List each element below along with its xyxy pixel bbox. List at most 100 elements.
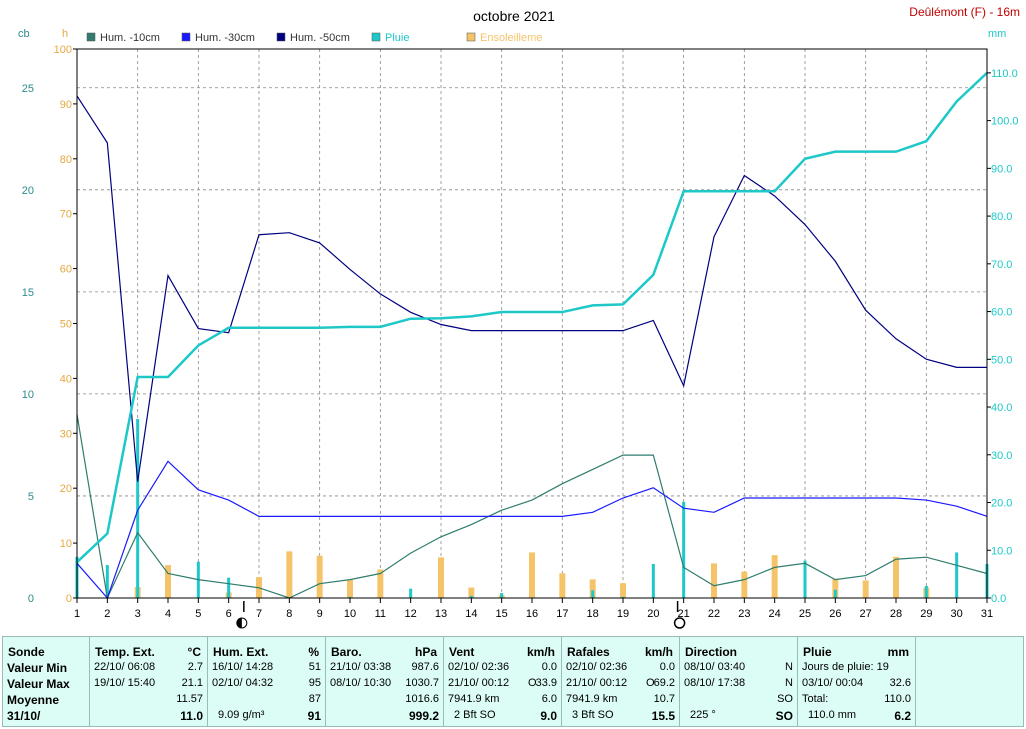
vent-mean: 6.0 — [541, 693, 557, 705]
pluie-unit: mm — [887, 645, 909, 659]
legend-label: Hum. -30cm — [195, 32, 255, 44]
sunshine-bar — [165, 565, 171, 598]
x-tick-label: 29 — [920, 608, 932, 620]
stats-panel: Sonde Valeur Min Valeur Max Moyenne 31/1… — [2, 636, 1024, 727]
rafales-max-dir: O — [646, 677, 655, 689]
pluie-total-label: Total: — [802, 693, 829, 705]
unit-cb: cb — [18, 28, 30, 40]
hum-mean: 87 — [308, 693, 321, 705]
y-h-tick-label: 90 — [60, 99, 72, 111]
vent-max-dir: O — [528, 677, 537, 689]
series-line-hum-10cm — [76, 414, 988, 601]
direction-mean: SO — [777, 693, 793, 705]
vent-column: Vent km/h 02/10/ 02:36 0.0 21/10/ 00:12 O 3… — [444, 637, 562, 726]
hum-current: 91 — [307, 709, 321, 723]
rafales-distance: 7941.9 km — [566, 693, 618, 705]
baro-column: Baro. hPa 21/10/ 03:38 987.6 08/10/ 10:30… — [326, 637, 444, 726]
x-tick-label: 7 — [256, 608, 262, 620]
y-cb-tick-label: 15 — [22, 287, 34, 299]
y-mm-tick-label: 0.0 — [991, 593, 1006, 605]
y-mm-tick-label: 30.0 — [991, 450, 1012, 462]
unit-h: h — [62, 28, 68, 40]
temp-current: 11.0 — [180, 709, 203, 723]
rain-bar — [955, 552, 959, 598]
x-tick-label: 2 — [104, 608, 110, 620]
rain-bar — [591, 590, 595, 598]
hum-min: 51 — [308, 661, 321, 673]
y-cb-tick-label: 10 — [22, 389, 34, 401]
rain-bar — [409, 588, 413, 598]
temp-max-date: 19/10/ 15:40 — [94, 677, 156, 689]
direction-degrees: 225 ° — [690, 709, 716, 721]
y-mm-tick-label: 50.0 — [991, 354, 1012, 366]
direction-column: Direction 08/10/ 03:40 N 08/10/ 17:38 N SO… — [680, 637, 798, 726]
y-h-tick-label: 20 — [60, 483, 72, 495]
rafales-mean: 10.7 — [653, 693, 675, 705]
sunshine-bar — [620, 583, 626, 598]
x-tick-label: 23 — [738, 608, 750, 620]
sunshine-bar — [893, 556, 899, 598]
row-label-min: Valeur Min — [7, 661, 68, 675]
vent-beaufort: 2 Bft SO — [454, 709, 496, 721]
sunshine-bar — [832, 578, 839, 598]
hum-min-date: 16/10/ 14:28 — [212, 661, 274, 673]
legend-label: Hum. -50cm — [290, 32, 350, 44]
hum-column: Hum. Ext. % 16/10/ 14:28 51 02/10/ 04:32 9… — [208, 637, 326, 726]
pluie-current: 6.2 — [894, 709, 911, 723]
x-tick-label: 9 — [317, 608, 323, 620]
vent-unit: km/h — [526, 645, 555, 659]
sunshine-bar — [286, 551, 293, 598]
temp-mean: 11.57 — [176, 693, 203, 705]
y-cb-tick-label: 5 — [28, 491, 34, 503]
sunshine-bar — [347, 579, 353, 598]
series-line-pluie — [76, 71, 988, 564]
row-label-mean: Moyenne — [7, 693, 60, 707]
rain-bar — [803, 560, 807, 598]
rain-bar — [924, 585, 928, 598]
direction-max: N — [785, 677, 793, 689]
direction-min-date: 08/10/ 03:40 — [684, 661, 746, 673]
vent-current: 9.0 — [540, 709, 557, 723]
rafales-unit: km/h — [644, 645, 673, 659]
x-tick-label: 15 — [496, 608, 508, 620]
x-tick-label: 21 — [678, 608, 690, 620]
rain-bar — [651, 563, 655, 598]
sunshine-bar — [862, 580, 869, 598]
x-tick-label: 30 — [951, 608, 963, 620]
rain-bar — [500, 593, 504, 598]
hum-max-date: 02/10/ 04:32 — [212, 677, 274, 689]
temp-unit: °C — [187, 645, 201, 659]
hum-absolute: 9.09 g/m³ — [218, 709, 265, 721]
baro-mean: 1016.6 — [405, 693, 439, 705]
x-tick-label: 14 — [465, 608, 477, 620]
x-tick-label: 5 — [195, 608, 201, 620]
legend-swatch — [276, 32, 286, 42]
rafales-header: Rafales — [567, 645, 610, 659]
x-tick-label: 18 — [587, 608, 599, 620]
sonde-header: Sonde — [8, 645, 45, 659]
y-h-tick-label: 40 — [60, 373, 72, 385]
rafales-max-date: 21/10/ 00:12 — [566, 677, 628, 689]
x-tick-label: 27 — [860, 608, 872, 620]
rain-bar — [469, 595, 473, 598]
legend-label: Pluie — [385, 32, 409, 44]
baro-header: Baro. — [331, 645, 362, 659]
y-mm-tick-label: 70.0 — [991, 259, 1012, 271]
y-cb-tick-label: 25 — [22, 83, 34, 95]
unit-mm: mm — [988, 28, 1006, 40]
axes — [76, 48, 988, 599]
temp-header: Temp. Ext. — [95, 645, 155, 659]
direction-min: N — [785, 661, 793, 673]
sunshine-bar — [771, 555, 778, 598]
y-cb-tick-label: 20 — [22, 185, 34, 197]
vent-max: 33.9 — [535, 677, 557, 689]
rafales-beaufort: 3 Bft SO — [572, 709, 614, 721]
sunshine-bar — [711, 563, 717, 598]
y-h-tick-label: 30 — [60, 428, 72, 440]
rain-bar — [833, 589, 837, 598]
hum-unit: % — [308, 645, 319, 659]
y-mm-tick-label: 90.0 — [991, 163, 1012, 175]
legend: Hum. -10cm Hum. -30cm Hum. -50cm Pluie Ensol… — [86, 32, 542, 44]
temp-column: Temp. Ext. °C 22/10/ 06:08 2.7 19/10/ 15:… — [90, 637, 208, 726]
baro-current: 999.2 — [408, 709, 439, 723]
